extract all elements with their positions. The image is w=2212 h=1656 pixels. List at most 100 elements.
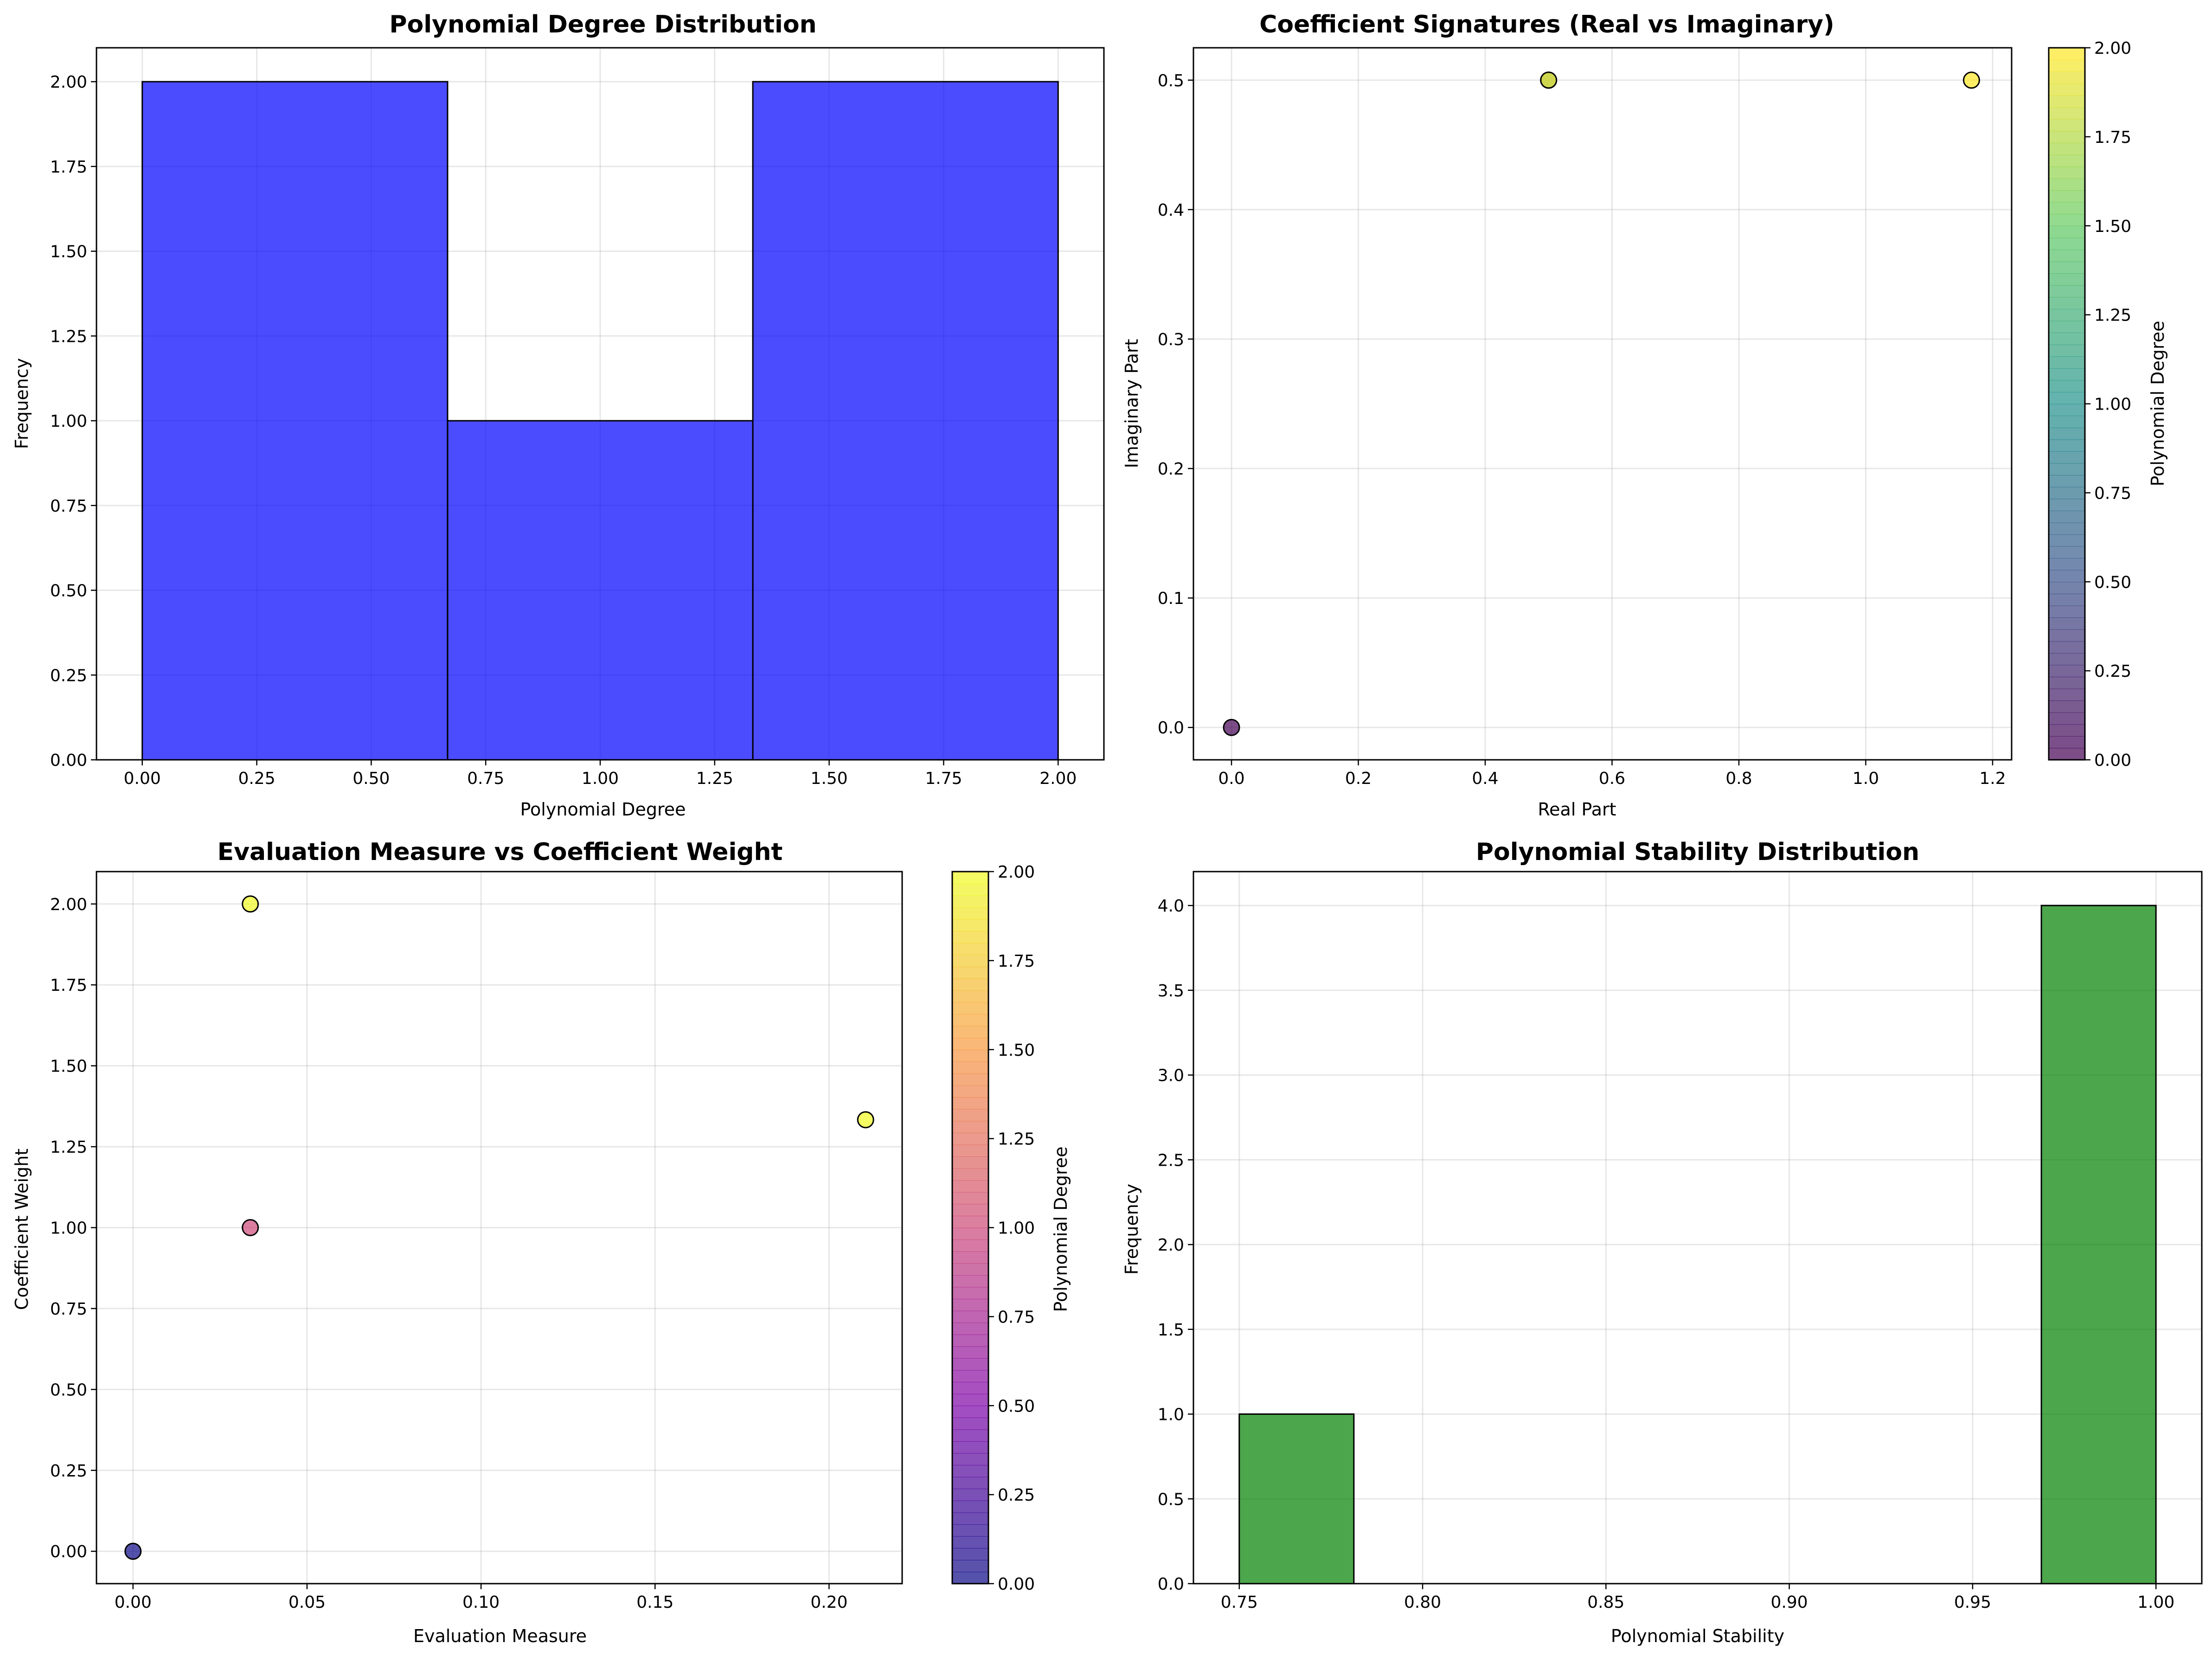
eval-scatter-colorbar-swatch — [952, 1204, 988, 1216]
degree-hist-ytick-label: 1.50 — [50, 243, 87, 262]
degree-hist-xtick-label: 1.75 — [925, 769, 962, 788]
eval-scatter-xtick-label: 0.20 — [810, 1593, 847, 1612]
eval-scatter-colorbar-tick-label: 0.00 — [998, 1575, 1035, 1594]
stability-hist-ylabel: Frequency — [1122, 1184, 1142, 1275]
coeff-scatter-colorbar-tick-label: 0.00 — [2094, 751, 2131, 770]
eval-scatter-colorbar-tick-label: 2.00 — [998, 863, 1035, 882]
eval-scatter-point — [242, 1219, 259, 1236]
coeff-scatter-colorbar-swatch — [2049, 688, 2085, 701]
stability-hist-bar — [2040, 905, 2157, 1585]
eval-scatter-colorbar-swatch — [952, 1334, 988, 1347]
eval-scatter-point — [124, 1542, 142, 1560]
eval-scatter-colorbar-swatch — [952, 1441, 988, 1454]
coeff-scatter-colorbar-swatch — [2049, 178, 2085, 191]
eval-scatter-title: Evaluation Measure vs Coefficient Weight — [218, 838, 783, 866]
coeff-scatter-colorbar-swatch — [2049, 119, 2085, 132]
coeff-scatter-colorbar-tick-label: 1.25 — [2094, 306, 2131, 325]
eval-scatter-ytick-label: 1.75 — [50, 976, 87, 995]
coeff-scatter-colorbar-swatch — [2049, 190, 2085, 203]
eval-scatter-colorbar-swatch — [952, 1500, 988, 1513]
degree-hist-ytick-label: 0.75 — [50, 497, 87, 516]
coeff-scatter-colorbar-swatch — [2049, 736, 2085, 749]
stability-hist-ytick-label: 0.0 — [1158, 1575, 1184, 1594]
coeff-scatter-point — [1962, 71, 1980, 89]
coeff-scatter-colorbar-swatch — [2049, 605, 2085, 618]
eval-scatter-colorbar-swatch — [952, 919, 988, 931]
stability-hist-ytick-label: 3.5 — [1158, 982, 1184, 1001]
coeff-scatter-colorbar-swatch — [2049, 380, 2085, 392]
eval-scatter-colorbar-tick-label: 0.50 — [998, 1397, 1035, 1416]
eval-scatter-colorbar-swatch — [952, 1168, 988, 1181]
eval-scatter-colorbar-tick-label: 0.75 — [998, 1308, 1035, 1327]
coeff-scatter-colorbar-swatch — [2049, 285, 2085, 298]
eval-scatter-colorbar-swatch — [952, 966, 988, 979]
stability-hist-title: Polynomial Stability Distribution — [1476, 838, 1919, 866]
coeff-scatter-colorbar-swatch — [2049, 475, 2085, 488]
eval-scatter-colorbar-swatch — [952, 990, 988, 1003]
coeff-scatter-ylabel: Imaginary Part — [1122, 339, 1142, 469]
coeff-scatter-colorbar-swatch — [2049, 48, 2085, 60]
coeff-scatter-colorbar-tick-label: 1.75 — [2094, 128, 2131, 147]
eval-scatter-colorbar-tick-label: 0.25 — [998, 1486, 1035, 1505]
coeff-scatter-colorbar-swatch — [2049, 225, 2085, 238]
eval-scatter-colorbar-swatch — [952, 1263, 988, 1276]
coeff-scatter-colorbar-swatch — [2049, 641, 2085, 654]
eval-scatter-colorbar-swatch — [952, 1215, 988, 1228]
eval-scatter-ytick-label: 0.00 — [50, 1542, 87, 1561]
stability-hist-ytick-label: 2.5 — [1158, 1151, 1184, 1170]
stability-hist-xlabel: Polynomial Stability — [1611, 1626, 1784, 1646]
eval-scatter-colorbar-swatch — [952, 1453, 988, 1466]
eval-scatter-xtick-label: 0.15 — [636, 1593, 673, 1612]
coeff-scatter-colorbar-swatch — [2049, 71, 2085, 84]
stability-hist-ytick-label: 2.0 — [1158, 1236, 1184, 1255]
eval-scatter-colorbar-tick-label: 1.50 — [998, 1041, 1035, 1060]
coeff-scatter-colorbar-swatch — [2049, 724, 2085, 737]
eval-scatter-colorbar-swatch — [952, 1014, 988, 1027]
eval-scatter-colorbar-swatch — [952, 883, 988, 896]
coeff-scatter-xlabel: Real Part — [1538, 799, 1616, 820]
degree-hist-xtick-label: 0.25 — [238, 769, 275, 788]
stability-hist-xtick-label: 0.80 — [1404, 1593, 1441, 1612]
eval-scatter-colorbar-swatch — [952, 1239, 988, 1252]
eval-scatter-axes-frame — [96, 871, 903, 1585]
coeff-scatter-colorbar-swatch — [2049, 404, 2085, 417]
coeff-scatter-colorbar-tick-label: 1.50 — [2094, 217, 2131, 236]
coeff-scatter-colorbar-swatch — [2049, 416, 2085, 428]
coeff-scatter-colorbar-swatch — [2049, 308, 2085, 321]
coeff-scatter-xtick-label: 1.0 — [1853, 769, 1879, 788]
coeff-scatter-colorbar-tick-label: 0.75 — [2094, 484, 2131, 503]
eval-scatter-ytick-label: 1.50 — [50, 1057, 87, 1076]
degree-hist-ytick-label: 1.75 — [50, 158, 87, 177]
eval-scatter-colorbar-swatch — [952, 1132, 988, 1145]
eval-scatter-colorbar-swatch — [952, 1417, 988, 1430]
eval-scatter-colorbar-swatch — [952, 1536, 988, 1549]
eval-scatter-colorbar-swatch — [952, 1346, 988, 1359]
coeff-scatter-colorbar-tick-label: 0.50 — [2094, 573, 2131, 592]
coeff-scatter-colorbar-swatch — [2049, 427, 2085, 440]
eval-scatter-ytick-label: 0.25 — [50, 1462, 87, 1481]
coeff-scatter-colorbar-swatch — [2049, 570, 2085, 583]
coeff-scatter-point — [1223, 719, 1240, 736]
coeff-scatter-ytick-label: 0.3 — [1158, 330, 1184, 349]
eval-scatter-colorbar-swatch — [952, 1251, 988, 1264]
coeff-scatter-colorbar-swatch — [2049, 510, 2085, 523]
eval-scatter-point — [857, 1111, 874, 1129]
coeff-scatter-colorbar-swatch — [2049, 83, 2085, 96]
eval-scatter-colorbar-swatch — [952, 1429, 988, 1442]
degree-hist-xlabel: Polynomial Degree — [520, 799, 686, 820]
stability-hist-xtick-label: 0.90 — [1771, 1593, 1808, 1612]
eval-scatter-ytick-label: 1.00 — [50, 1219, 87, 1238]
eval-scatter-colorbar-swatch — [952, 1382, 988, 1394]
eval-scatter-colorbar-swatch — [952, 1406, 988, 1418]
eval-scatter-colorbar-swatch — [952, 1560, 988, 1573]
coeff-scatter-title: Coefficient Signatures (Real vs Imaginar… — [1259, 11, 1834, 39]
coeff-scatter-colorbar-swatch — [2049, 582, 2085, 594]
eval-scatter-colorbar-swatch — [952, 1548, 988, 1560]
eval-scatter-ytick-label: 0.75 — [50, 1300, 87, 1319]
coeff-scatter-colorbar-swatch — [2049, 131, 2085, 143]
degree-hist-xtick-label: 1.00 — [582, 769, 619, 788]
eval-scatter-colorbar-swatch — [952, 1180, 988, 1193]
eval-scatter-colorbar-swatch — [952, 1073, 988, 1086]
degree-hist-xtick-label: 0.75 — [467, 769, 504, 788]
coeff-scatter-colorbar-swatch — [2049, 344, 2085, 357]
